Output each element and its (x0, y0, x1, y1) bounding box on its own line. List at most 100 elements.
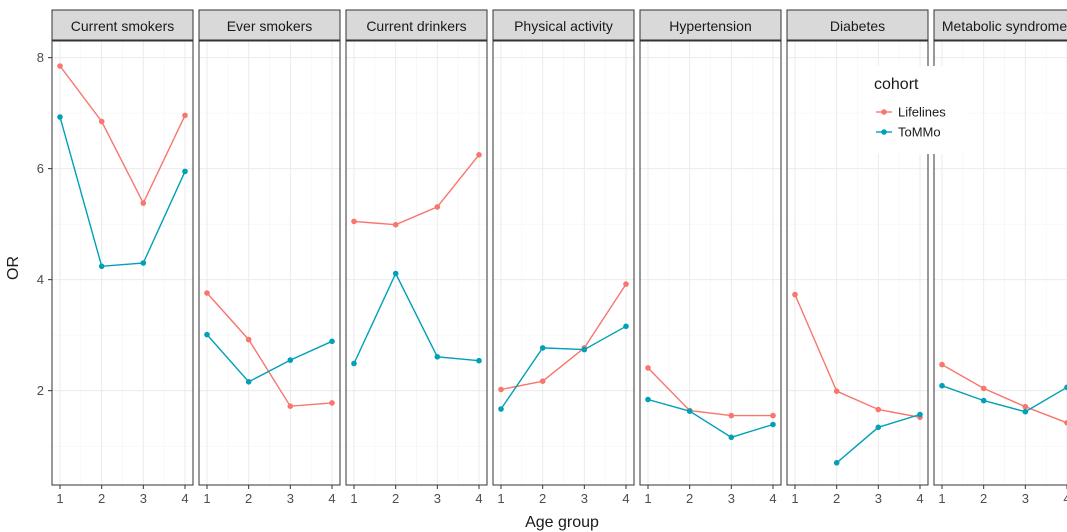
data-point-tommo (98, 263, 105, 270)
data-point-lifelines (623, 281, 629, 287)
panel-border (786, 40, 929, 486)
strip-physical-activity (492, 9, 635, 41)
data-point-lifelines (287, 403, 294, 410)
plot-area: Current smokers 1 2 3 4 Ever smokers 1 2 3 4 Curre… (37, 9, 1067, 506)
x-tick-label: 4 (328, 491, 335, 506)
series-line-tommo (647, 398, 774, 439)
strip-title-current-drinkers: Current drinkers (366, 18, 466, 34)
strip-current-smokers (51, 9, 194, 41)
data-point-tommo (728, 434, 735, 441)
x-tick-label: 2 (392, 491, 399, 506)
data-point-lifelines (182, 112, 188, 119)
series-line-lifelines (59, 65, 186, 205)
strip-title-diabetes: Diabetes (830, 18, 885, 34)
x-tick-label: 4 (769, 491, 776, 506)
x-tick-label: 2 (833, 491, 840, 506)
data-point-lifelines (329, 400, 335, 406)
series-line-lifelines (794, 294, 921, 418)
legend-label-tommo: ToMMo (898, 125, 941, 140)
strip-diabetes (786, 9, 929, 41)
data-point-lifelines (476, 152, 482, 158)
x-tick-label: 2 (980, 491, 987, 506)
x-tick-label: 3 (1022, 491, 1029, 506)
strip-hypertension (639, 9, 782, 41)
data-point-lifelines (245, 336, 252, 343)
data-point-tommo (686, 408, 693, 415)
data-point-tommo (623, 323, 629, 330)
panel-border (345, 40, 488, 486)
y-tick-label: 8 (37, 50, 44, 65)
panel-hypertension: Hypertension 1 2 3 4 (639, 9, 782, 506)
x-tick-label: 3 (875, 491, 882, 506)
x-tick-label: 2 (539, 491, 546, 506)
data-point-tommo (1022, 408, 1029, 415)
data-point-lifelines (434, 204, 441, 210)
data-point-tommo (476, 357, 482, 364)
series-line-tommo (206, 334, 333, 383)
data-point-lifelines (57, 63, 63, 69)
series-line-tommo (941, 385, 1067, 413)
data-point-lifelines (539, 378, 546, 385)
data-point-lifelines (875, 406, 882, 413)
x-tick-label: 3 (581, 491, 588, 506)
data-point-tommo (875, 424, 882, 431)
x-tick-label: 4 (916, 491, 923, 506)
x-axis-title: Age group (525, 514, 599, 531)
strip-title-metabolic-syndrome: Metabolic syndrome (942, 18, 1067, 34)
data-point-tommo (939, 382, 945, 389)
series-line-tommo (59, 116, 186, 268)
x-tick-label: 1 (938, 491, 945, 506)
x-tick-label: 1 (350, 491, 357, 506)
data-point-lifelines (980, 385, 987, 392)
panel-border (198, 40, 341, 486)
data-point-lifelines (770, 412, 776, 419)
data-point-tommo (351, 360, 357, 367)
data-point-lifelines (1064, 420, 1067, 426)
panel-border (51, 40, 194, 486)
strip-title-current-smokers: Current smokers (71, 18, 174, 34)
x-tick-label: 1 (203, 491, 210, 506)
x-tick-label: 2 (98, 491, 105, 506)
x-tick-label: 3 (728, 491, 735, 506)
x-tick-label: 4 (181, 491, 188, 506)
x-tick-label: 1 (497, 491, 504, 506)
data-point-lifelines (645, 365, 651, 371)
data-point-tommo (581, 346, 588, 353)
legend: cohort Lifelines ToMMo (866, 66, 968, 154)
x-tick-label: 3 (287, 491, 294, 506)
x-tick-label: 2 (686, 491, 693, 506)
panel-current-smokers: Current smokers 1 2 3 4 (51, 9, 194, 506)
data-point-tommo (57, 114, 63, 120)
legend-label-lifelines: Lifelines (898, 105, 946, 120)
series-line-lifelines (500, 283, 627, 391)
data-point-tommo (498, 406, 504, 412)
series-line-lifelines (206, 292, 333, 407)
data-point-tommo (1064, 384, 1067, 391)
data-point-tommo (392, 270, 399, 277)
data-point-lifelines (792, 291, 798, 298)
y-axis-title: OR (5, 256, 22, 280)
panel-border (492, 40, 635, 486)
x-tick-label: 4 (622, 491, 629, 506)
x-tick-label: 3 (140, 491, 147, 506)
data-point-tommo (539, 345, 546, 351)
data-point-tommo (140, 260, 147, 266)
data-point-lifelines (498, 386, 504, 393)
data-point-lifelines (939, 361, 945, 368)
data-point-tommo (645, 396, 651, 403)
x-tick-label: 2 (245, 491, 252, 506)
data-point-tommo (434, 354, 441, 360)
series-line-lifelines (647, 367, 773, 417)
data-point-lifelines (351, 218, 357, 225)
strip-metabolic-syndrome (933, 9, 1067, 41)
data-point-lifelines (1022, 403, 1029, 410)
strip-ever-smokers (198, 9, 341, 41)
data-point-lifelines (728, 412, 735, 419)
x-tick-label: 1 (791, 491, 798, 506)
y-tick-label: 2 (37, 383, 44, 398)
series-line-lifelines (353, 154, 480, 226)
panel-ever-smokers: Ever smokers 1 2 3 4 (198, 9, 341, 506)
strip-title-ever-smokers: Ever smokers (227, 18, 313, 34)
data-point-lifelines (392, 221, 399, 228)
